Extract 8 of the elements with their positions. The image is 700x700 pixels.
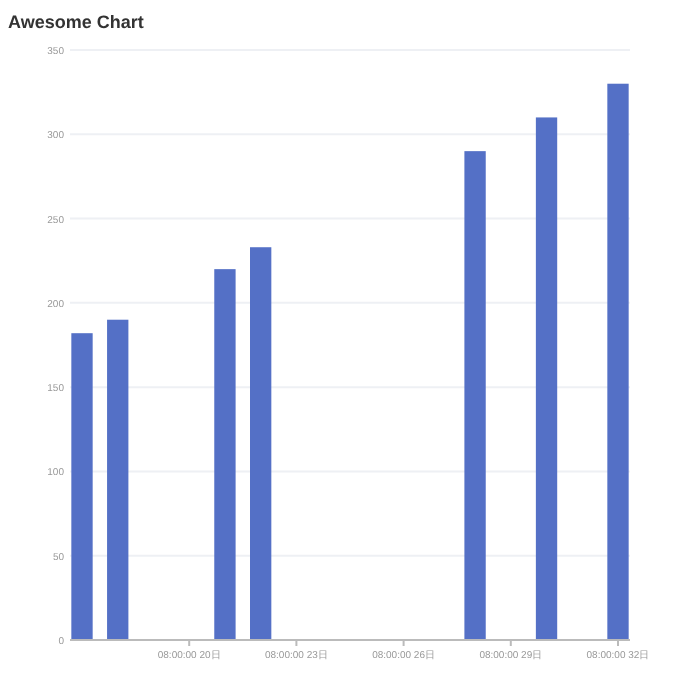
bar <box>250 247 272 640</box>
bar <box>464 151 486 640</box>
bar <box>214 269 236 640</box>
bar <box>535 117 558 640</box>
bar <box>107 319 129 640</box>
bar <box>71 333 93 640</box>
bar <box>607 83 629 640</box>
chart-title: Awesome Chart <box>8 12 144 32</box>
